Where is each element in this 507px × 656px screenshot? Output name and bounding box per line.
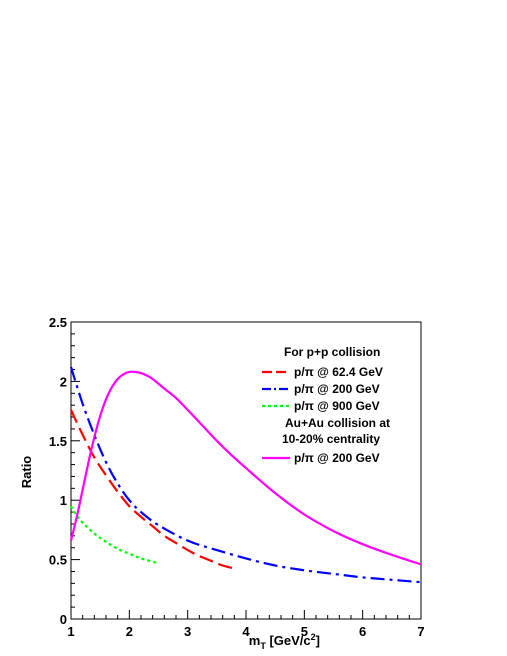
series-layer [69,366,422,584]
y-tick-label: 0 [60,612,67,627]
series-line-200gev-pp [69,366,422,584]
x-tick-label: 2 [126,624,133,639]
x-tick-label: 7 [417,624,424,639]
legend-label-200gev-pp: p/π @ 200 GeV [294,382,380,396]
series-line-62gev [69,409,238,571]
y-tick-label: 0.5 [49,553,67,568]
series-line-200gev-auau [69,370,422,566]
x-axis-title-close: ] [316,633,320,648]
legend-label-62gev: p/π @ 62.4 GeV [294,365,383,379]
legend-label-900gev: p/π @ 900 GeV [294,399,380,413]
y-tick-label: 2.5 [49,315,67,330]
legend-label-200gev-auau: p/π @ 200 GeV [294,451,380,465]
legend-heading-auau-1: Au+Au collision at [285,416,390,430]
x-tick-label: 6 [359,624,366,639]
legend: For p+p collision p/π @ 62.4 GeV p/π @ 2… [262,345,390,465]
x-tick-label: 5 [301,624,308,639]
series-line-900gev [70,505,159,565]
x-tick-label: 4 [242,624,250,639]
x-axis-title-sub: T [260,641,266,651]
legend-heading-pp: For p+p collision [284,345,380,359]
x-axis-title: mT [GeV/c2] [249,632,320,651]
x-axis-title-sup: 2 [311,632,316,642]
x-axis-title-main: m [249,633,261,648]
y-tick-label: 1 [60,493,67,508]
x-tick-label: 3 [184,624,191,639]
axis-ticks [70,321,422,620]
y-tick-label: 1.5 [49,434,67,449]
y-axis-title: Ratio [19,456,34,489]
legend-heading-auau-2: 10-20% centrality [282,432,380,446]
y-tick-label: 2 [60,374,67,389]
x-tick-label: 1 [67,624,74,639]
axis-tick-labels: 1 2 3 4 5 6 7 0 0.5 1 1.5 2 2.5 [49,315,425,639]
x-axis-title-unit: [GeV/c [266,633,311,648]
